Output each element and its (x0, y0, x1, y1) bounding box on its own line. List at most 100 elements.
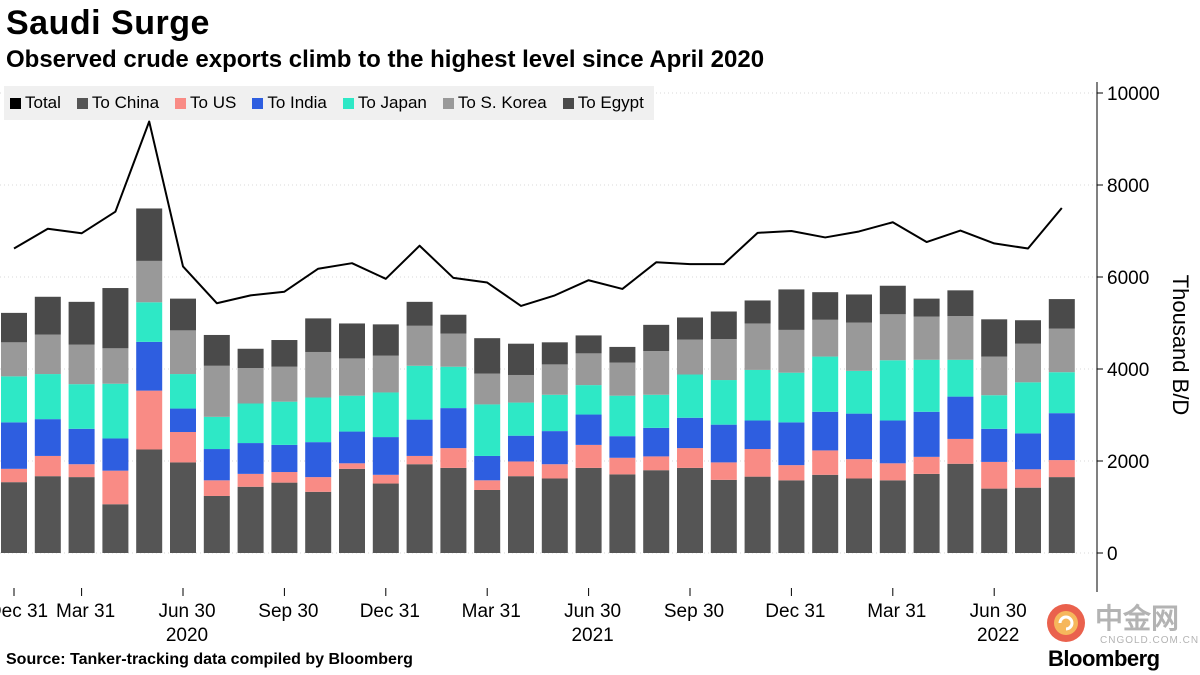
bar-segment-to-india (947, 396, 974, 439)
legend-item-total: Total (10, 93, 61, 113)
bar-segment-to-egypt (643, 324, 670, 352)
x-tick-label: Dec 31 (0, 601, 48, 622)
legend-label-total: Total (25, 93, 61, 112)
y-tick-label: 0 (1107, 544, 1118, 565)
y-axis-label: Thousand B/D (1168, 274, 1193, 416)
bar-segment-to-india (102, 438, 129, 471)
legend-swatch-to-india (252, 97, 264, 109)
bar-segment-to-egypt (406, 301, 433, 326)
bar-segment-to-us (710, 462, 737, 480)
bar-segment-to-egypt (812, 292, 839, 320)
bar-segment-to-us (744, 449, 771, 477)
legend-swatch-to-us (175, 97, 187, 109)
bar-segment-to-us (1, 468, 27, 483)
chart-subtitle: Observed crude exports climb to the high… (6, 46, 765, 73)
bar-segment-to-india (677, 417, 703, 449)
bar-segment-to-china (237, 486, 264, 553)
bar-segment-to-china (879, 480, 906, 553)
x-tick-label: Jun 30 (158, 601, 215, 622)
source-note: Source: Tanker-tracking data compiled by… (6, 651, 413, 668)
bar-segment-to-egypt (879, 285, 906, 315)
bar-segment-to-india (541, 431, 568, 465)
total-line (13, 120, 1063, 307)
bar-segment-to-india (406, 419, 433, 456)
bar-segment-to-korea (474, 373, 501, 405)
bar-segment-to-japan (981, 395, 1008, 429)
bar-segment-to-korea (710, 339, 737, 381)
bar-segment-to-korea (203, 365, 230, 417)
bar-segment-to-japan (778, 372, 805, 423)
bar-segment-to-egypt (609, 346, 636, 363)
y-tick-label: 8000 (1107, 176, 1149, 197)
bar-segment-to-japan (271, 401, 298, 445)
bar-segment-to-korea (744, 323, 771, 370)
bar-segment-to-egypt (575, 335, 602, 354)
bar-segment-to-us (68, 464, 95, 478)
bar-segment-to-india (339, 431, 365, 464)
bar-segment-to-us (271, 472, 298, 483)
bar-segment-to-korea (879, 314, 906, 361)
x-tick-label: Dec 31 (765, 601, 825, 622)
chart-title: Saudi Surge (6, 4, 210, 42)
bar-segment-to-korea (677, 339, 703, 375)
x-year-label: 2020 (166, 625, 208, 646)
bar-segment-to-india (34, 419, 61, 456)
bar-segment-to-china (34, 476, 61, 553)
bar-segment-to-egypt (305, 318, 332, 352)
brand-logo: Bloomberg (1048, 646, 1160, 671)
x-tick-label: Mar 31 (462, 601, 521, 622)
bar-segment-to-india (1, 422, 27, 469)
bar-segment-to-korea (271, 366, 298, 402)
bar-segment-to-egypt (1, 312, 27, 343)
x-tick-label: Sep 30 (258, 601, 318, 622)
bar-segment-to-us (508, 461, 534, 477)
bar-segment-to-india (203, 449, 230, 481)
bar-segment-to-japan (710, 380, 737, 425)
bar-segment-to-korea (1, 342, 27, 377)
bar-segment-to-egypt (339, 323, 365, 359)
bar-segment-to-us (440, 448, 467, 468)
bar-segment-to-china (1048, 477, 1075, 553)
bar-segment-to-india (68, 428, 95, 465)
bar-segment-to-us (102, 470, 129, 505)
watermark-text: 中金网 (1095, 603, 1180, 634)
legend-swatch-to-egypt (562, 97, 574, 109)
bar-segment-to-korea (947, 316, 974, 360)
bar-segment-to-egypt (947, 290, 974, 317)
x-tick-label: Jun 30 (970, 601, 1027, 622)
bar-segment-to-us (879, 463, 906, 481)
y-axis-label-wrap: Thousand B/D (1165, 265, 1195, 425)
bar-segment-to-china (846, 478, 872, 553)
legend-item-to-japan: To Japan (342, 93, 427, 113)
bar-segment-to-korea (406, 325, 433, 366)
bar-segment-to-japan (744, 369, 771, 421)
legend-item-to-india: To India (252, 93, 327, 113)
bar-segment-to-egypt (677, 317, 703, 340)
bar-segment-to-us (170, 432, 196, 463)
bar-segment-to-india (474, 455, 501, 481)
bar-segment-to-japan (170, 374, 196, 409)
legend-swatch-total (10, 97, 21, 109)
bar-segment-to-china (305, 491, 332, 553)
legend-item-to-us: To US (175, 93, 236, 113)
bar-segment-to-us (947, 438, 974, 464)
bar-segment-to-china (102, 504, 129, 553)
bar-segment-to-china (271, 482, 298, 553)
bar-segment-to-egypt (710, 311, 737, 340)
bar-segment-to-us (372, 474, 399, 484)
bar-segment-to-korea (440, 333, 467, 367)
x-year-label: 2021 (571, 625, 613, 646)
legend-label-to-korea: To S. Korea (457, 93, 547, 112)
bar-segment-to-egypt (913, 298, 940, 317)
bar-segment-to-china (372, 483, 399, 553)
bar-segment-to-india (237, 443, 264, 474)
bar-segment-to-china (913, 473, 940, 553)
bar-segment-to-india (440, 408, 467, 449)
bar-segment-to-us (1015, 469, 1041, 488)
bar-segment-to-japan (339, 395, 365, 432)
bar-segment-to-us (643, 456, 670, 471)
legend-label-to-egypt: To Egypt (577, 93, 644, 112)
bar-segment-to-korea (575, 353, 602, 386)
bar-segment-to-japan (305, 397, 332, 443)
